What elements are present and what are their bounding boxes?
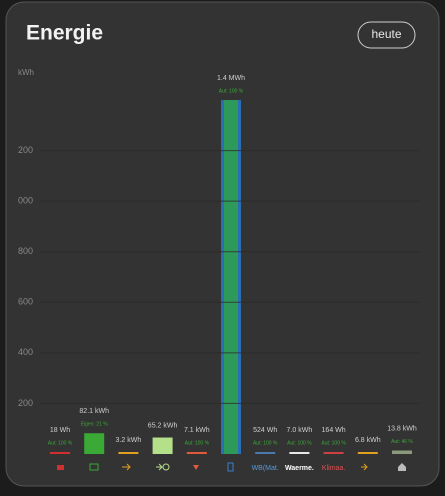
icon [193, 465, 199, 470]
bar [392, 450, 412, 454]
value-label: 13.8 kWh [387, 425, 417, 432]
value-sublabel: Aut: 100 % [185, 440, 210, 446]
y-tick-label: 600 [18, 297, 33, 307]
bar [152, 437, 173, 454]
value-label: 164 Wh [322, 427, 346, 434]
value-label: 7.0 kWh [287, 427, 313, 434]
value-label: 18 Wh [50, 427, 70, 434]
value-sublabel: Aut: 100 % [287, 440, 312, 446]
value-label: 1.4 MWh [217, 75, 245, 82]
icon [398, 463, 406, 471]
y-tick-label: 200 [18, 398, 33, 408]
icon [89, 463, 99, 471]
card-title: Energie [26, 22, 103, 45]
value-sublabel: Aut: 100 % [321, 440, 346, 446]
value-sublabel: Eigen: 21 % [81, 422, 109, 428]
value-label: 3.2 kWh [116, 437, 142, 444]
value-label: 524 Wh [253, 427, 277, 434]
y-tick-label: 000 [18, 196, 33, 206]
bar [255, 452, 276, 454]
value-sublabel: Aut: 100 % [48, 440, 73, 446]
category-icons [57, 462, 406, 472]
bar [186, 452, 207, 454]
icon [156, 463, 163, 471]
x-tick-label: Klimaa. [322, 465, 345, 472]
icon [361, 463, 368, 471]
value-sublabel: Aut: 100 % [253, 440, 278, 446]
value-sublabel: Aut: 46 % [391, 439, 413, 445]
period-button-label[interactable]: heute [371, 27, 401, 41]
bar [357, 452, 378, 454]
bar [323, 452, 344, 454]
bar [84, 433, 105, 454]
value-label: 65.2 kWh [148, 422, 178, 429]
value-label: 82.1 kWh [79, 408, 109, 415]
y-tick-label: 200 [18, 145, 33, 155]
bar-inner [224, 100, 238, 454]
bar [50, 452, 70, 454]
icon [122, 463, 131, 471]
value-sublabel: Aut: 100 % [219, 88, 244, 94]
y-tick-label: 800 [18, 246, 33, 256]
y-axis-label: kWh [18, 68, 34, 77]
x-tick-label: Waerme. [285, 465, 314, 472]
icon [162, 463, 170, 471]
value-label: 7.1 kWh [184, 427, 210, 434]
x-tick-label: WB(Mat. [252, 465, 279, 472]
icon [227, 462, 234, 472]
period-button[interactable] [357, 21, 416, 49]
icon [57, 465, 64, 470]
bar [118, 452, 139, 454]
y-tick-label: 400 [18, 347, 33, 357]
bar [289, 452, 310, 454]
value-label: 6.8 kWh [355, 437, 381, 444]
